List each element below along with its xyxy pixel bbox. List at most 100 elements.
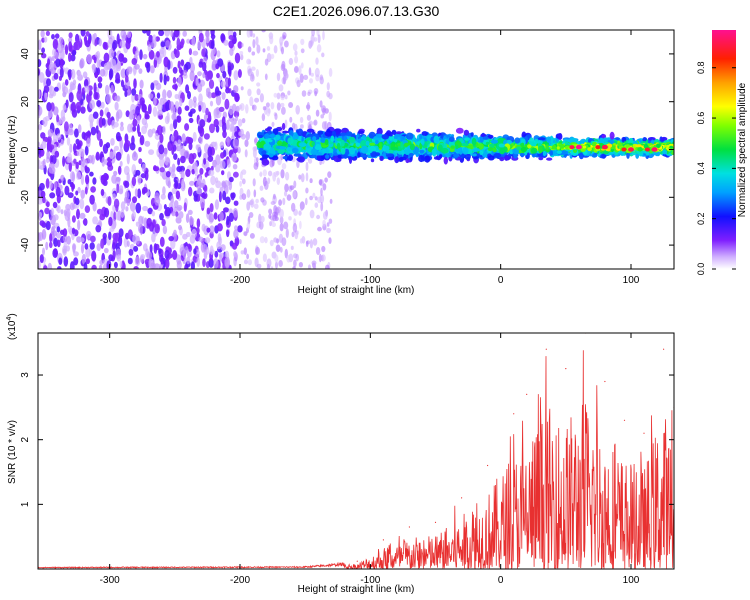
spectrogram-cell: [172, 250, 178, 260]
spectrogram-cell: [84, 165, 88, 172]
spectrogram-cell: [142, 205, 149, 212]
spectrogram-cell: [274, 211, 279, 218]
spectrogram-cell: [312, 192, 316, 198]
spectrogram-cell: [375, 139, 379, 144]
spectrogram-cell: [455, 127, 464, 134]
spectrogram-cell: [306, 114, 311, 121]
spectrogram-cell: [141, 125, 148, 135]
spectrogram-cell: [83, 262, 88, 269]
spectrogram-cell: [313, 88, 319, 95]
spectrogram-cell: [270, 266, 274, 269]
spectrogram-cell: [225, 87, 230, 94]
spectrogram-cell: [381, 134, 389, 140]
spectrogram-cell: [118, 185, 124, 194]
spectrogram-cell: [55, 58, 61, 68]
spectrogram-cell: [260, 197, 265, 203]
spectrogram-cell: [62, 86, 69, 95]
spectrogram-cell: [145, 248, 149, 258]
spectrogram-cell: [534, 138, 539, 144]
spectrogram-cell: [148, 222, 154, 232]
spectrogram-cell: [215, 163, 221, 173]
spectrogram-cell: [504, 155, 509, 161]
spectrogram-cell: [264, 180, 269, 190]
spectrogram-cell: [278, 199, 282, 206]
spectrogram-cell: [99, 213, 106, 221]
spectrogram-cell: [226, 119, 230, 131]
spectrogram-cell: [355, 142, 361, 148]
spectrogram-cell: [557, 133, 563, 140]
spectrogram-cell: [144, 114, 150, 120]
spectrogram-cell: [271, 158, 275, 167]
spectrogram-cell: [298, 174, 302, 180]
spectrogram-cell: [190, 261, 195, 269]
spectrogram-cell: [251, 66, 256, 71]
spectrogram-cell: [124, 140, 131, 148]
spectrogram-cell: [252, 178, 256, 187]
spectrogram-cell: [267, 126, 272, 130]
spectrogram-cell: [264, 58, 269, 66]
spectrogram-cell: [460, 143, 469, 147]
spectrogram-cell: [188, 142, 193, 151]
spectrogram-cell: [316, 155, 322, 161]
spectrogram-cell: [189, 70, 195, 82]
spectrogram-cell: [77, 186, 81, 194]
spectrogram-cell: [119, 160, 123, 167]
spectrogram-cell: [480, 133, 487, 138]
snr-frame: [37, 332, 675, 570]
spectrogram-cell: [556, 146, 560, 150]
spectrogram-cell: [472, 148, 480, 152]
spectrogram-cell: [67, 192, 74, 199]
spectrogram-cell: [152, 106, 158, 117]
spectrogram-cell: [44, 91, 48, 101]
spectrogram-cell: [66, 137, 71, 146]
spectrogram-cell: [546, 157, 553, 161]
spectrogram-cell: [85, 174, 90, 185]
spectrogram-cell: [269, 147, 275, 154]
spectrogram-cell: [303, 74, 309, 80]
spectrogram-cell: [142, 53, 148, 60]
spectrogram-cell: [105, 94, 112, 104]
spectrogram-cell: [482, 136, 489, 140]
spectrogram-cell: [348, 136, 356, 143]
spectrogram-cell: [169, 123, 174, 132]
spectrogram-cell: [322, 211, 328, 220]
spectrogram-cell: [166, 90, 172, 99]
spectrogram-cell: [110, 58, 117, 70]
spectrogram-cell: [269, 35, 274, 45]
spectrogram-cell: [92, 63, 96, 74]
spectrogram-cell: [285, 171, 290, 181]
x-tick-label: -100: [360, 275, 380, 286]
spectrogram-cell: [662, 150, 668, 155]
snr-envelope-point: [526, 393, 528, 395]
spectrogram-cell: [241, 42, 244, 48]
spectrogram-cell: [400, 141, 404, 149]
spectrogram-cell: [137, 174, 142, 186]
spectrogram-cell: [54, 150, 60, 158]
spectrogram-cell: [282, 197, 286, 206]
spectrogram-cell: [233, 138, 240, 150]
spectrogram-cell: [91, 250, 97, 262]
spectrogram-cell: [314, 152, 322, 156]
spectrogram-cell: [198, 134, 203, 145]
spectrogram-xlabel: Height of straight line (km): [298, 285, 415, 296]
spectrogram-cell: [233, 70, 239, 81]
spectrogram-cell: [56, 114, 60, 123]
spectrogram-cell: [215, 90, 222, 96]
spectrogram-cell: [254, 97, 260, 103]
spectrogram-cell: [259, 93, 264, 103]
spectrogram-cell: [199, 126, 205, 137]
spectrogram-cell: [150, 65, 155, 74]
spectrogram-cell: [148, 49, 155, 60]
spectrogram-cell: [286, 147, 292, 152]
spectrogram-cell: [326, 90, 331, 98]
spectrogram-cell: [195, 180, 202, 190]
spectrogram-cell: [222, 130, 227, 139]
spectrogram-cell: [124, 180, 130, 188]
spectrogram-cell: [279, 146, 287, 150]
spectrogram-peak: [621, 147, 627, 152]
spectrogram-cell: [421, 131, 428, 137]
spectrogram-cell: [262, 154, 269, 159]
spectrogram-cell: [46, 150, 50, 160]
spectrogram-cell: [276, 92, 281, 100]
